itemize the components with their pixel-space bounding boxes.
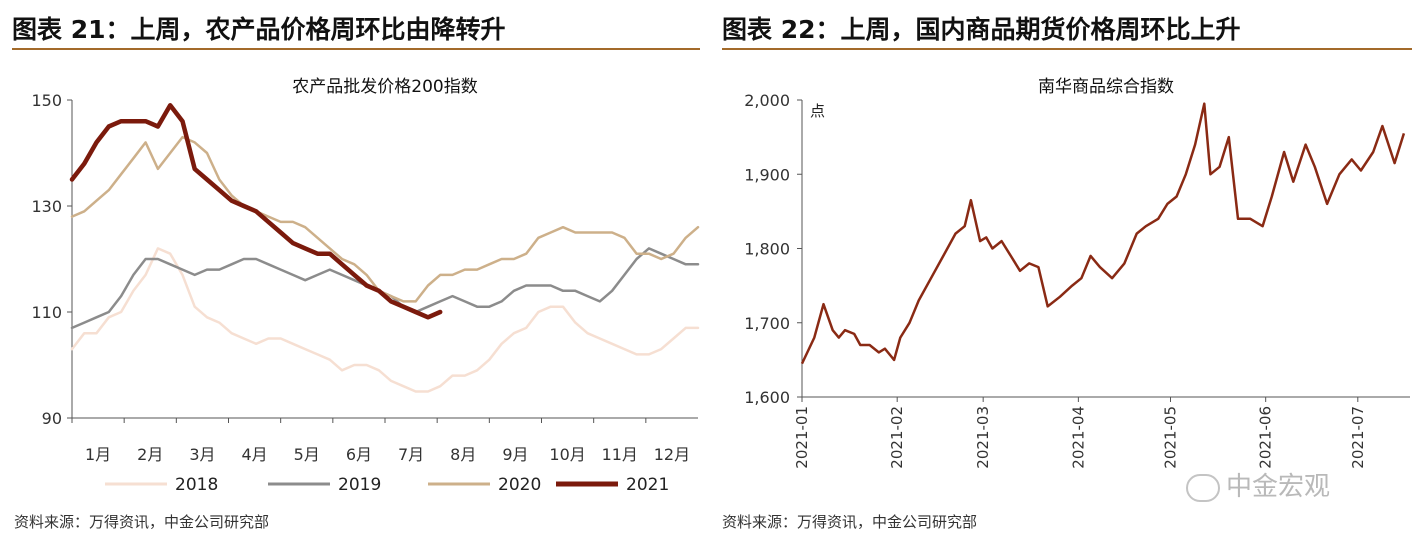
series-line-2018 — [70, 247, 700, 393]
x-tick-label-right: 2021-07 — [1349, 406, 1367, 469]
y-tick-label-right: 1,900 — [744, 165, 790, 184]
x-tick-label-left: 4月 — [241, 445, 267, 464]
x-tick-label-left: 6月 — [346, 445, 372, 464]
y-tick-label-right: 1,800 — [744, 240, 790, 259]
legend-label-2020: 2020 — [498, 475, 541, 495]
legend-label-2018: 2018 — [175, 475, 218, 495]
x-tick-label-left: 2月 — [137, 445, 163, 464]
source-note-right: 资料来源：万得资讯，中金公司研究部 — [722, 513, 978, 531]
x-tick-label-right: 2021-06 — [1257, 406, 1275, 469]
x-tick-label-left: 9月 — [502, 445, 528, 464]
watermark-text: 中金宏观 — [1226, 472, 1331, 502]
series-line-nanhua — [800, 102, 1406, 365]
y-tick-label-right: 1,700 — [744, 314, 790, 333]
figure-21-title: 图表 21：上周，农产品价格周环比由降转升 — [12, 15, 506, 44]
y-unit-label-right: 点 — [810, 102, 825, 120]
x-tick-label-left: 7月 — [398, 445, 424, 464]
x-tick-label-left: 8月 — [450, 445, 476, 464]
x-tick-label-left: 12月 — [654, 445, 690, 464]
chart-title-left: 农产品批发价格200指数 — [292, 77, 477, 97]
y-tick-label-left: 90 — [42, 409, 62, 428]
x-tick-label-left: 11月 — [602, 445, 638, 464]
chart-title-right: 南华商品综合指数 — [1038, 77, 1174, 97]
x-tick-label-right: 2021-04 — [1069, 406, 1087, 469]
y-tick-label-right: 2,000 — [744, 91, 790, 110]
x-tick-label-right: 2021-01 — [793, 406, 811, 469]
legend-label-2021: 2021 — [626, 475, 669, 495]
series-line-2019 — [70, 247, 700, 330]
source-note-left: 资料来源：万得资讯，中金公司研究部 — [14, 513, 270, 531]
series-line-2020 — [70, 135, 700, 303]
x-tick-label-left: 10月 — [549, 445, 585, 464]
figure-22-title: 图表 22：上周，国内商品期货价格周环比上升 — [722, 15, 1241, 44]
watermark: 中金宏观 — [1186, 466, 1330, 503]
x-tick-label-right: 2021-02 — [888, 406, 906, 469]
x-tick-label-left: 5月 — [294, 445, 320, 464]
y-tick-label-left: 150 — [31, 91, 62, 110]
title-divider-right — [722, 48, 1412, 50]
wechat-icon — [1186, 473, 1220, 502]
y-tick-label-right: 1,600 — [744, 388, 790, 407]
x-tick-label-right: 2021-05 — [1162, 406, 1180, 469]
series-line-2021 — [69, 103, 443, 320]
legend-label-2019: 2019 — [338, 475, 381, 495]
x-tick-label-left: 1月 — [85, 445, 111, 464]
y-tick-label-left: 130 — [31, 197, 62, 216]
y-tick-label-left: 110 — [31, 303, 62, 322]
x-tick-label-left: 3月 — [189, 445, 215, 464]
title-divider-left — [12, 48, 700, 50]
x-tick-label-right: 2021-03 — [974, 406, 992, 469]
